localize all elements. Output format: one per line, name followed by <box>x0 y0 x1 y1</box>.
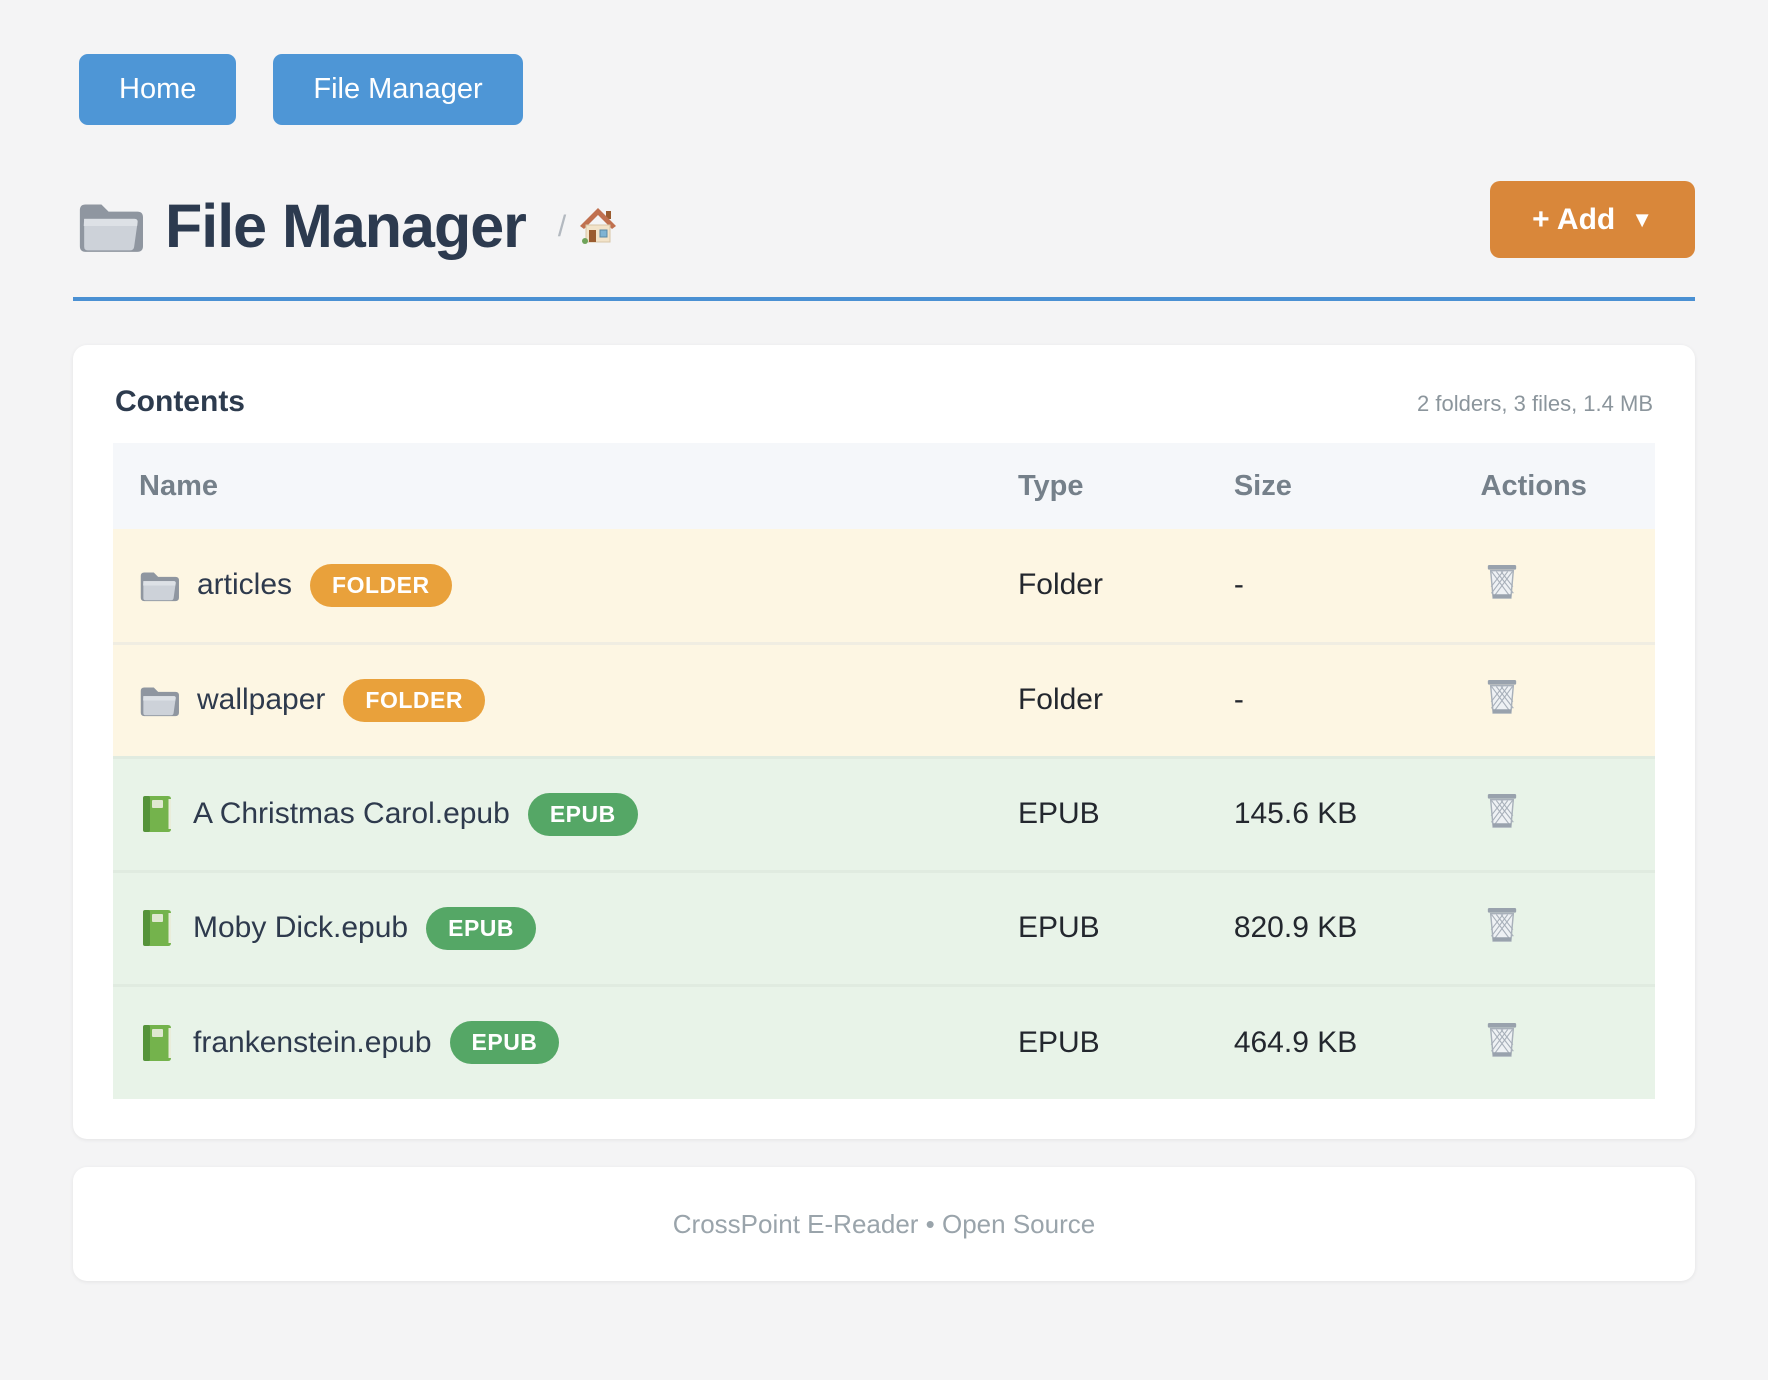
trash-icon <box>1485 790 1519 830</box>
file-name[interactable]: Moby Dick.epub <box>193 911 409 944</box>
add-button[interactable]: + Add ▼ <box>1490 181 1695 258</box>
type-cell: Folder <box>1017 568 1103 602</box>
column-header-name: Name <box>113 443 992 529</box>
column-header-size: Size <box>1207 443 1455 529</box>
type-badge: EPUB <box>527 792 638 836</box>
type-cell: EPUB <box>1017 1025 1100 1059</box>
column-header-type: Type <box>991 443 1208 529</box>
file-name[interactable]: A Christmas Carol.epub <box>193 797 510 830</box>
delete-button[interactable] <box>1485 561 1519 601</box>
trash-icon <box>1485 676 1519 716</box>
file-name[interactable]: wallpaper <box>197 683 326 716</box>
type-badge: FOLDER <box>343 678 485 722</box>
table-row[interactable]: articles FOLDER Folder - <box>113 529 1655 643</box>
size-cell: - <box>1233 568 1244 602</box>
title-divider <box>73 297 1695 301</box>
size-cell: - <box>1233 683 1244 716</box>
trash-icon <box>1485 1019 1519 1059</box>
delete-button[interactable] <box>1485 904 1519 944</box>
size-cell: 464.9 KB <box>1233 1025 1358 1059</box>
delete-button[interactable] <box>1485 790 1519 830</box>
nav-button-home[interactable]: Home <box>79 54 237 125</box>
type-badge: EPUB <box>449 1021 560 1065</box>
file-name[interactable]: frankenstein.epub <box>193 1025 432 1059</box>
size-cell: 145.6 KB <box>1233 797 1358 830</box>
breadcrumb: / <box>558 204 618 248</box>
contents-heading: Contents <box>115 385 245 418</box>
top-nav: Home File Manager <box>73 54 1695 125</box>
trash-icon <box>1485 904 1519 944</box>
table-row[interactable]: A Christmas Carol.epub EPUB EPUB 145.6 K… <box>113 757 1655 871</box>
table-row[interactable]: Moby Dick.epub EPUB EPUB 820.9 KB <box>113 871 1655 985</box>
type-cell: EPUB <box>1017 911 1100 944</box>
type-cell: EPUB <box>1017 797 1100 830</box>
type-badge: FOLDER <box>310 563 452 607</box>
column-header-actions: Actions <box>1454 443 1655 529</box>
table-row[interactable]: frankenstein.epub EPUB EPUB 464.9 KB <box>113 985 1655 1099</box>
footer: CrossPoint E-Reader • Open Source <box>73 1167 1695 1281</box>
page-title: File Manager <box>165 192 527 260</box>
folder-icon <box>139 569 179 602</box>
delete-button[interactable] <box>1485 1019 1519 1059</box>
book-icon <box>139 794 175 834</box>
breadcrumb-separator: / <box>557 210 567 243</box>
contents-summary: 2 folders, 3 files, 1.4 MB <box>1417 391 1653 416</box>
add-button-label: + Add <box>1532 202 1616 236</box>
file-name[interactable]: articles <box>197 568 293 602</box>
nav-button-file-manager[interactable]: File Manager <box>273 54 523 125</box>
contents-card: Contents 2 folders, 3 files, 1.4 MB Name… <box>73 345 1695 1139</box>
page-header: File Manager / + Add ▼ <box>73 181 1695 261</box>
folder-icon <box>139 684 179 717</box>
table-row[interactable]: wallpaper FOLDER Folder - <box>113 643 1655 757</box>
page: Home File Manager File Manager / + Add ▼… <box>73 0 1695 1281</box>
footer-text: CrossPoint E-Reader • Open Source <box>672 1208 1096 1239</box>
folder-icon <box>77 198 143 254</box>
delete-button[interactable] <box>1485 676 1519 716</box>
book-icon <box>139 1023 175 1063</box>
size-cell: 820.9 KB <box>1233 911 1358 944</box>
type-cell: Folder <box>1017 683 1103 716</box>
file-table: Name Type Size Actions articles FOLDER F… <box>113 443 1655 1099</box>
book-icon <box>139 908 175 948</box>
type-badge: EPUB <box>426 906 537 950</box>
trash-icon <box>1485 561 1519 601</box>
caret-down-icon: ▼ <box>1631 206 1653 232</box>
home-icon[interactable] <box>578 204 618 244</box>
table-header-row: Name Type Size Actions <box>113 443 1655 529</box>
